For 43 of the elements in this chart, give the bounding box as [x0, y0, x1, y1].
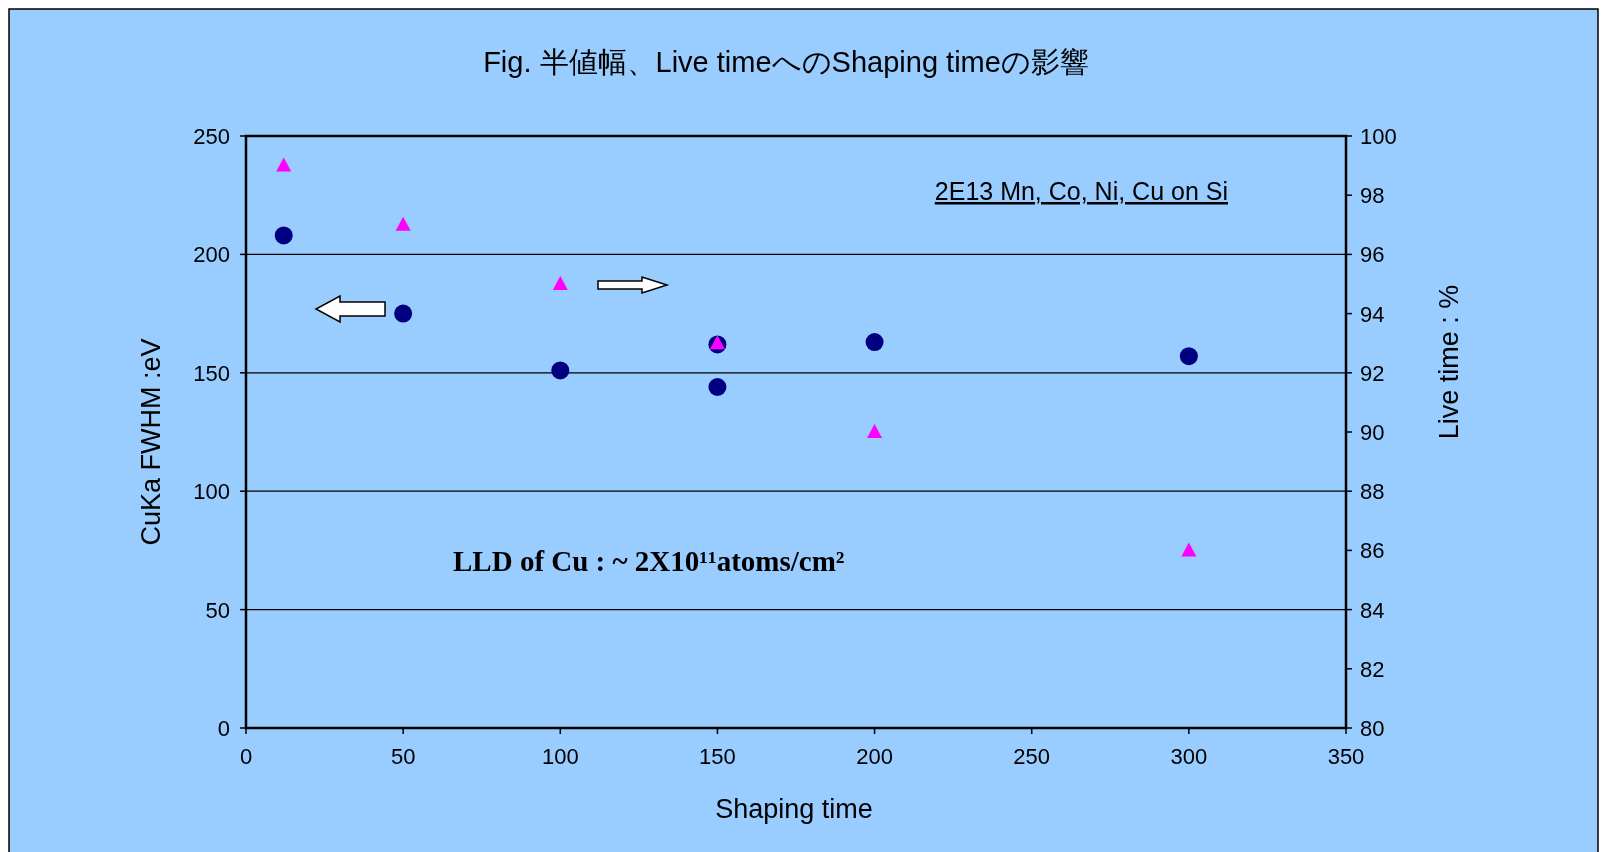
point	[552, 276, 568, 290]
y2-tick-label: 94	[1360, 301, 1385, 327]
y2-axis-title: Live time : %	[1434, 284, 1464, 440]
annotation: 2E13 Mn, Co, Ni, Cu on Si	[934, 177, 1228, 205]
y2-tick-label: 92	[1360, 360, 1385, 386]
point	[276, 157, 292, 172]
x-tick-label: 150	[699, 744, 736, 769]
y-tick-label: 250	[193, 124, 230, 149]
y2-tick-label: 84	[1360, 597, 1385, 623]
y2-tick-label: 80	[1360, 716, 1385, 741]
point	[865, 333, 884, 352]
x-tick-label: 300	[1170, 744, 1208, 769]
annotation: LLD of Cu : ~ 2X10¹¹atoms/cm²	[453, 545, 845, 577]
y2-tick-label: 82	[1360, 656, 1385, 682]
y2-tick-label: 100	[1360, 124, 1397, 149]
point	[867, 424, 883, 438]
y-tick-label: 50	[205, 597, 230, 623]
y-tick-label: 150	[193, 360, 230, 386]
point	[551, 361, 570, 380]
y2-tick-label: 88	[1360, 479, 1385, 505]
x-tick-label: 100	[541, 744, 579, 769]
point	[274, 226, 293, 245]
y-axis-title: CuKa FWHM :eV	[136, 338, 166, 546]
y2-tick-label: 86	[1360, 538, 1385, 564]
point	[1179, 347, 1198, 366]
chart-title: Fig. 半値幅、Live timeへのShaping timeの影響	[483, 46, 1089, 78]
x-axis-title: Shaping time	[715, 794, 873, 824]
point	[709, 335, 725, 350]
x-tick-label: 350	[1327, 744, 1365, 769]
y-tick-label: 0	[217, 716, 230, 741]
point	[394, 304, 413, 323]
x-tick-label: 0	[239, 744, 253, 769]
y2-tick-label: 90	[1360, 420, 1385, 445]
point	[708, 378, 727, 397]
x-tick-label: 50	[390, 744, 416, 769]
y2-tick-label: 96	[1360, 242, 1385, 268]
point	[395, 216, 411, 231]
y-tick-label: 200	[193, 242, 230, 268]
point	[1181, 542, 1197, 557]
x-tick-label: 200	[856, 744, 893, 769]
y2-tick-label: 98	[1360, 183, 1385, 209]
y-tick-label: 100	[193, 479, 230, 505]
x-tick-label: 250	[1013, 744, 1051, 769]
